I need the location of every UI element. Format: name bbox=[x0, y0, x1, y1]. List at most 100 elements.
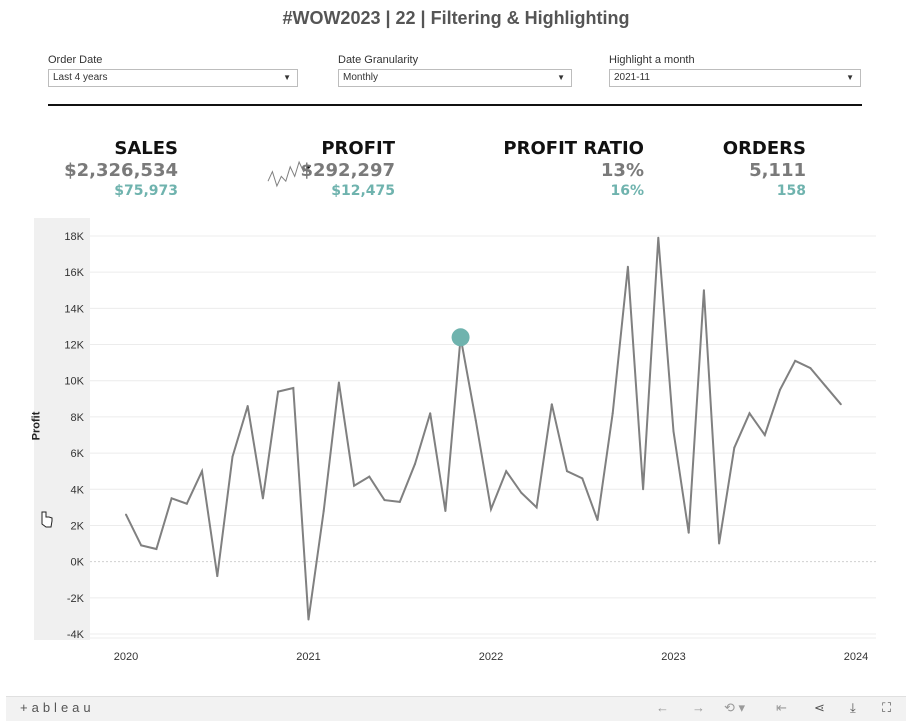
data-point[interactable] bbox=[429, 412, 432, 415]
y-tick-label: 4K bbox=[71, 484, 85, 496]
data-point[interactable] bbox=[261, 497, 264, 500]
data-point[interactable] bbox=[383, 499, 386, 502]
dropdown-arrow-icon: ▼ bbox=[283, 73, 291, 82]
data-point[interactable] bbox=[778, 388, 781, 391]
y-tick-label: 0K bbox=[71, 557, 85, 569]
data-point[interactable] bbox=[292, 386, 295, 389]
highlighted-point[interactable] bbox=[451, 328, 470, 347]
y-tick-label: 18K bbox=[64, 231, 84, 243]
download-icon[interactable]: ⤓ bbox=[850, 700, 856, 715]
filter-highlight-month: Highlight a month 2021-11 ▼ bbox=[609, 54, 861, 87]
tableau-logo: +ableau bbox=[20, 700, 95, 715]
y-tick-label: -4K bbox=[67, 629, 85, 641]
y-tick-label: 10K bbox=[64, 376, 84, 388]
filter-date-granularity-select[interactable]: Monthly ▼ bbox=[338, 69, 572, 87]
data-point[interactable] bbox=[672, 430, 675, 433]
filter-order-date-label: Order Date bbox=[48, 54, 103, 66]
filter-highlight-month-value: 2021-11 bbox=[614, 72, 650, 83]
data-point[interactable] bbox=[763, 434, 766, 436]
data-point[interactable] bbox=[322, 509, 325, 512]
kpi-orders-label: ORDERS bbox=[722, 138, 806, 159]
filter-date-granularity-label: Date Granularity bbox=[338, 54, 419, 66]
x-tick-label: 2020 bbox=[114, 651, 138, 663]
kpi-sales[interactable]: SALES $2,326,534 $75,973 bbox=[64, 138, 178, 199]
x-tick-label: 2023 bbox=[661, 651, 685, 663]
kpi-sales-highlight: $75,973 bbox=[114, 183, 178, 199]
data-point[interactable] bbox=[611, 412, 614, 415]
data-point[interactable] bbox=[794, 359, 797, 362]
data-point[interactable] bbox=[125, 513, 127, 516]
data-point[interactable] bbox=[337, 381, 340, 384]
data-point[interactable] bbox=[809, 367, 812, 370]
y-axis-band bbox=[34, 218, 90, 640]
kpi-orders-value: 5,111 bbox=[749, 160, 806, 181]
data-point[interactable] bbox=[231, 455, 234, 458]
data-point[interactable] bbox=[368, 475, 371, 478]
data-point[interactable] bbox=[246, 405, 249, 408]
kpi-orders[interactable]: ORDERS 5,111 158 bbox=[723, 138, 806, 199]
data-point[interactable] bbox=[687, 531, 690, 534]
data-point[interactable] bbox=[185, 502, 188, 505]
header-divider bbox=[48, 104, 862, 106]
data-point[interactable] bbox=[702, 289, 705, 292]
data-point[interactable] bbox=[155, 547, 158, 550]
data-point[interactable] bbox=[642, 488, 645, 491]
back-arrow-icon[interactable]: ← bbox=[656, 700, 669, 715]
profit-series-line[interactable] bbox=[125, 237, 842, 620]
fullscreen-icon[interactable]: ⛶ bbox=[882, 700, 892, 715]
profit-sparkline bbox=[267, 160, 310, 188]
data-point[interactable] bbox=[444, 509, 447, 512]
filter-order-date-value: Last 4 years bbox=[53, 72, 108, 83]
data-point[interactable] bbox=[490, 508, 492, 511]
data-point[interactable] bbox=[307, 618, 310, 621]
data-point[interactable] bbox=[657, 236, 660, 239]
sparkline-end-dot bbox=[306, 164, 310, 169]
kpi-profit-ratio[interactable]: PROFIT RATIO 13% 16% bbox=[503, 138, 644, 199]
data-point[interactable] bbox=[535, 506, 538, 509]
filter-date-granularity-value: Monthly bbox=[343, 72, 379, 83]
kpi-profit-value: $292,297 bbox=[300, 160, 395, 181]
filter-highlight-month-select[interactable]: 2021-11 ▼ bbox=[609, 69, 861, 87]
profit-line-chart[interactable]: 18K 16K 14K 12K 10K 8K 6K 4K 2K 0K -2K -4K 2020 2021… bbox=[0, 0, 912, 690]
data-point[interactable] bbox=[733, 446, 736, 449]
share-icon[interactable]: ⋖ bbox=[814, 700, 825, 715]
data-point[interactable] bbox=[201, 470, 204, 473]
y-tick-label: 8K bbox=[71, 412, 85, 424]
kpi-profit-ratio-label: PROFIT RATIO bbox=[503, 138, 644, 159]
data-point[interactable] bbox=[566, 470, 569, 473]
data-point[interactable] bbox=[474, 419, 477, 422]
filter-order-date: Order Date Last 4 years ▼ bbox=[48, 54, 298, 87]
data-point[interactable] bbox=[398, 500, 401, 503]
data-point[interactable] bbox=[824, 385, 827, 388]
data-point[interactable] bbox=[413, 462, 416, 465]
data-point[interactable] bbox=[216, 575, 219, 578]
data-point[interactable] bbox=[353, 484, 356, 487]
kpi-orders-highlight: 158 bbox=[776, 183, 806, 199]
kpi-sales-label: SALES bbox=[114, 138, 178, 159]
dropdown-arrow-icon: ▼ bbox=[846, 73, 854, 82]
data-point[interactable] bbox=[596, 519, 599, 522]
data-point[interactable] bbox=[748, 412, 751, 415]
data-point[interactable] bbox=[520, 491, 523, 494]
data-point[interactable] bbox=[626, 265, 629, 268]
forward-arrow-icon[interactable]: → bbox=[692, 700, 705, 715]
kpi-profit[interactable]: PROFIT $292,297 $12,475 bbox=[300, 138, 395, 199]
data-point[interactable] bbox=[505, 470, 508, 473]
data-point[interactable] bbox=[170, 497, 173, 500]
data-point[interactable] bbox=[718, 542, 721, 545]
x-tick-label: 2022 bbox=[479, 651, 503, 663]
y-tick-label: 14K bbox=[64, 303, 84, 315]
sparkline-path bbox=[267, 160, 309, 188]
refresh-icon[interactable]: ⟲ ▾ bbox=[724, 700, 746, 715]
data-point[interactable] bbox=[839, 403, 842, 406]
data-point[interactable] bbox=[550, 403, 553, 406]
data-point[interactable] bbox=[581, 477, 584, 480]
data-point[interactable] bbox=[140, 544, 143, 547]
kpi-sales-value: $2,326,534 bbox=[64, 160, 178, 181]
start-icon[interactable]: ⇤ bbox=[776, 700, 787, 715]
filter-order-date-select[interactable]: Last 4 years ▼ bbox=[48, 69, 298, 87]
dropdown-arrow-icon: ▼ bbox=[557, 73, 565, 82]
x-tick-label: 2021 bbox=[296, 651, 320, 663]
data-point[interactable] bbox=[277, 390, 280, 393]
filter-highlight-month-label: Highlight a month bbox=[609, 54, 695, 66]
